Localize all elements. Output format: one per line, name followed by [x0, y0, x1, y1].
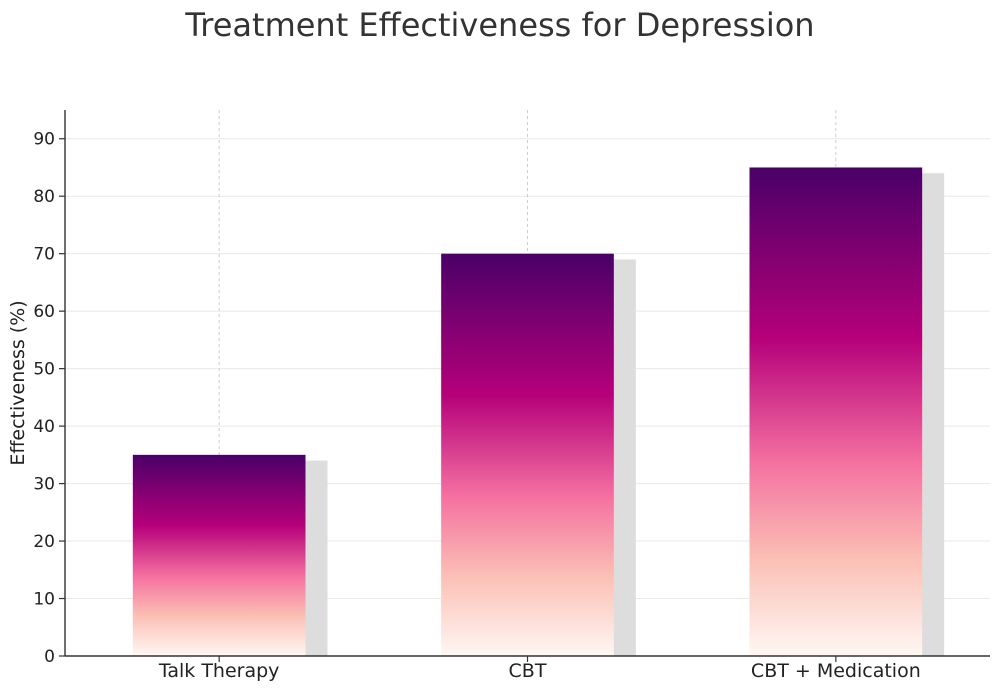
y-tick-label: 30 [33, 475, 55, 495]
bar [441, 253, 614, 656]
x-tick-label: CBT [509, 660, 547, 682]
y-tick-label: 50 [33, 360, 55, 380]
y-tick-label: 90 [33, 130, 55, 150]
y-tick-label: 80 [33, 187, 55, 207]
y-axis-label: Effectiveness (%) [7, 300, 29, 465]
y-tick-label: 20 [33, 532, 55, 552]
y-tick-label: 60 [33, 302, 55, 322]
x-tick-label: Talk Therapy [158, 660, 280, 682]
bar [132, 454, 306, 656]
y-tick-label: 0 [44, 647, 55, 667]
axes: 0 10 20 30 40 50 60 70 80 90 Talk Therapy CBT CBT + … [33, 110, 990, 682]
bar [749, 167, 923, 656]
x-tick-label: CBT + Medication [751, 660, 921, 682]
y-tick-label: 40 [33, 417, 55, 437]
y-tick-label: 70 [33, 245, 55, 265]
chart-title: Treatment Effectiveness for Depression [184, 6, 814, 44]
bars [132, 167, 945, 656]
y-tick-label: 10 [33, 590, 55, 610]
